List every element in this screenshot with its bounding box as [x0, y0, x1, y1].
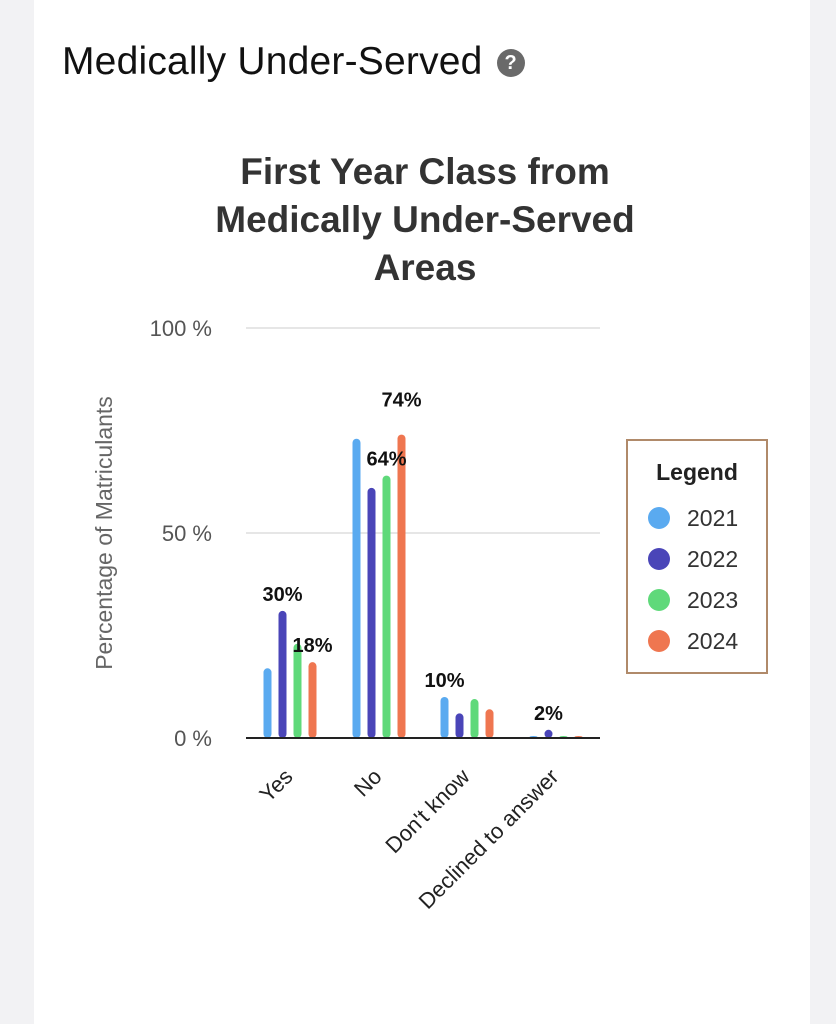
y-tick-label: 50 %	[162, 521, 212, 546]
y-axis-label: Percentage of Matriculants	[91, 396, 117, 670]
bar-2021-0	[263, 668, 272, 738]
x-tick-label: No	[349, 764, 387, 802]
bar-2022-0	[278, 610, 287, 738]
legend-marker-2023	[648, 589, 670, 611]
bar-2022-3	[544, 729, 553, 738]
section-title: Medically Under-Served	[62, 40, 483, 83]
x-tick-label: Don't know	[380, 764, 474, 858]
legend-marker-2024	[648, 630, 670, 652]
legend-label-2021: 2021	[687, 505, 738, 531]
data-label: 64%	[366, 449, 406, 471]
question-circle-icon[interactable]: ?	[496, 49, 525, 77]
bar-2021-2	[440, 697, 449, 738]
bar-2024-1	[397, 434, 406, 738]
chart-title-line: Medically Under-Served	[215, 199, 634, 240]
bar-2023-0	[293, 643, 302, 738]
data-label: 18%	[292, 635, 332, 657]
chart-title-line: Areas	[374, 247, 477, 288]
legend-title: Legend	[656, 459, 738, 485]
legend-marker-2021	[648, 507, 670, 529]
bar-2022-2	[455, 713, 464, 738]
x-tick-label: Yes	[254, 764, 297, 807]
data-label: 74%	[381, 390, 421, 412]
data-label: 2%	[534, 703, 563, 725]
chart-title-line: First Year Class from	[240, 151, 610, 192]
data-label: 30%	[262, 584, 302, 606]
bar-2023-1	[382, 475, 391, 738]
legend-label-2024: 2024	[687, 628, 738, 654]
data-label: 10%	[424, 670, 464, 692]
bar-2023-2	[470, 699, 479, 738]
y-tick-label: 100 %	[150, 316, 212, 341]
legend-label-2022: 2022	[687, 546, 738, 572]
legend-marker-2022	[648, 548, 670, 570]
bar-2021-1	[352, 438, 361, 738]
y-tick-label: 0 %	[174, 726, 212, 751]
bar-2024-0	[308, 662, 317, 738]
section-header: Medically Under-Served ?	[62, 40, 525, 84]
bar-2024-2	[485, 709, 494, 738]
legend-label-2023: 2023	[687, 587, 738, 613]
bar-2022-1	[367, 487, 376, 738]
